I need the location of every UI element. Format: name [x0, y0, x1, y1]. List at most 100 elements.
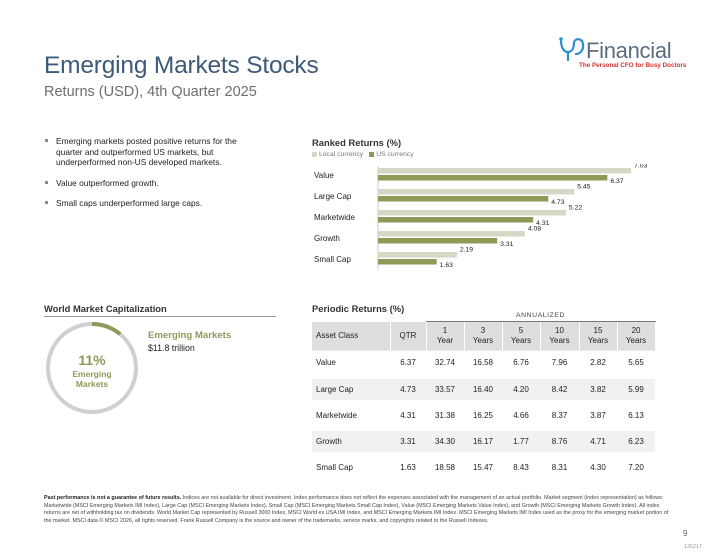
- column-header: 10 Years: [540, 321, 580, 351]
- return-cell: 7.96: [540, 350, 579, 377]
- column-header-line2: Years: [510, 336, 532, 345]
- bar-us-currency: [378, 196, 549, 202]
- return-cell: 3.82: [579, 376, 617, 403]
- column-header-line1: 3: [480, 326, 486, 335]
- return-cell: 8.31: [540, 454, 579, 481]
- bar-us-currency: [378, 217, 534, 223]
- return-cell: 3.87: [579, 402, 617, 429]
- column-header-line1: 10: [555, 326, 564, 335]
- donut-emerging-segment: [91, 322, 122, 336]
- asset-class-cell: Growth: [312, 428, 390, 455]
- key-points-list: Emerging markets posted positive returns…: [44, 136, 244, 219]
- world-cap-donut: 11% Emerging Markets: [46, 322, 138, 414]
- column-header: 1 Year: [426, 321, 465, 351]
- logo-mark-icon: [559, 37, 585, 62]
- return-cell: 31.38: [426, 402, 464, 429]
- category-label: Value: [314, 171, 334, 180]
- legend-us-label: US currency: [376, 151, 414, 158]
- return-cell: 4.66: [502, 402, 540, 429]
- key-point: Small caps underperformed large caps.: [44, 198, 244, 209]
- return-cell: 32.74: [426, 350, 464, 377]
- data-label-us: 3.31: [500, 241, 513, 248]
- category-label: Small Cap: [314, 255, 351, 264]
- return-cell: 5.65: [617, 350, 656, 377]
- column-header-line1: 5: [518, 326, 524, 335]
- column-header-line1: 1: [442, 326, 448, 335]
- column-header-line2: Years: [587, 336, 609, 345]
- key-point: Value outperformed growth.: [44, 178, 244, 189]
- return-cell: 4.31: [390, 402, 426, 429]
- data-label-us: 4.31: [536, 220, 549, 227]
- data-label-local: 5.22: [569, 205, 582, 212]
- column-header-line2: Years: [472, 336, 494, 345]
- legend-us-swatch: [369, 152, 375, 157]
- return-cell: 5.99: [617, 376, 656, 403]
- category-label: Growth: [314, 234, 340, 243]
- asset-class-cell: Value: [312, 350, 390, 377]
- return-cell: 7.20: [617, 454, 656, 481]
- return-cell: 18.58: [426, 454, 464, 481]
- page-number: 9: [683, 529, 688, 538]
- table-body: Value 6.37 32.74 16.58 6.76 7.96 2.82 5.65 Large…: [312, 350, 656, 481]
- return-cell: 4.20: [502, 376, 540, 403]
- world-cap-title: World Market Capitalization: [44, 303, 167, 314]
- column-header-line1: Asset Class: [316, 330, 359, 340]
- return-cell: 16.40: [464, 376, 502, 403]
- page-subtitle: Returns (USD), 4th Quarter 2025: [44, 84, 257, 100]
- return-cell: 16.58: [464, 350, 502, 377]
- bar-us-currency: [378, 238, 498, 244]
- bar-local-currency: [378, 231, 525, 237]
- return-cell: 16.25: [464, 402, 502, 429]
- legend-local-swatch: [312, 152, 317, 157]
- annualized-spacer: [312, 311, 426, 322]
- return-cell: 6.13: [617, 402, 656, 429]
- table-row: Small Cap 1.63 18.58 15.47 8.43 8.31 4.30 7.20: [312, 454, 656, 481]
- return-cell: 8.76: [540, 428, 579, 455]
- column-header-line2: Years: [625, 336, 647, 345]
- return-cell: 6.23: [617, 428, 656, 455]
- disclaimer-footnote: Past performance is not a guarantee of f…: [44, 495, 674, 525]
- data-label-us: 1.63: [440, 262, 453, 269]
- table-header-row: Asset Class QTR 1 Year 3 Years 5 Years 10 Years 15…: [312, 321, 656, 351]
- chart-legend: Local currency US currency: [312, 151, 414, 158]
- table-row: Marketwide 4.31 31.38 16.25 4.66 8.37 3.87 6.13: [312, 402, 656, 429]
- donut-label-line2: Markets: [76, 379, 108, 389]
- table-row: Growth 3.31 34.30 16.17 1.77 8.76 4.71 6.23: [312, 428, 656, 455]
- return-cell: 6.76: [502, 350, 540, 377]
- data-label-local: 4.08: [528, 226, 541, 233]
- legend-local: Local currency: [312, 151, 363, 158]
- logo-tagline: The Personal CFO for Busy Doctors: [579, 62, 687, 69]
- column-header: 3 Years: [464, 321, 503, 351]
- table-row: Large Cap 4.73 33.57 16.40 4.20 8.42 3.82 5.99: [312, 376, 656, 403]
- column-header: 5 Years: [502, 321, 541, 351]
- return-cell: 15.47: [464, 454, 502, 481]
- ranked-returns-chart: Value 7.03 6.37 Large Cap 5.45 4.73 Marketwide…: [314, 164, 648, 270]
- donut-remainder: [46, 322, 138, 414]
- data-label-us: 4.73: [551, 199, 564, 206]
- column-header: Asset Class: [312, 321, 391, 351]
- data-label-us: 6.37: [610, 178, 623, 185]
- return-cell: 34.30: [426, 428, 464, 455]
- donut-percent: 11%: [78, 352, 106, 368]
- return-cell: 4.73: [390, 376, 426, 403]
- emerging-markets-label: Emerging Markets: [148, 330, 232, 341]
- logo-name: Financial: [586, 38, 672, 63]
- column-header-line2: Years: [549, 336, 570, 345]
- return-cell: 8.43: [502, 454, 540, 481]
- periodic-returns-table: ANNUALIZED Asset Class QTR 1 Year 3 Years 5 Yea…: [312, 311, 656, 483]
- bar-us-currency: [378, 175, 608, 181]
- data-label-local: 2.19: [460, 247, 473, 254]
- return-cell: 2.82: [579, 350, 617, 377]
- bar-local-currency: [378, 189, 575, 195]
- return-cell: 1.63: [390, 454, 426, 481]
- asset-class-cell: Marketwide: [312, 402, 390, 429]
- document-code: 135217: [684, 544, 702, 550]
- column-header-line1: 15: [593, 326, 603, 335]
- category-label: Large Cap: [314, 192, 352, 201]
- annualized-header: ANNUALIZED: [426, 311, 656, 322]
- periodic-returns-title: Periodic Returns (%): [312, 303, 405, 314]
- emerging-markets-value: $11.8 trillion: [148, 343, 195, 353]
- page-title: Emerging Markets Stocks: [44, 52, 319, 79]
- data-label-local: 5.45: [577, 184, 590, 191]
- bar-us-currency: [378, 259, 437, 265]
